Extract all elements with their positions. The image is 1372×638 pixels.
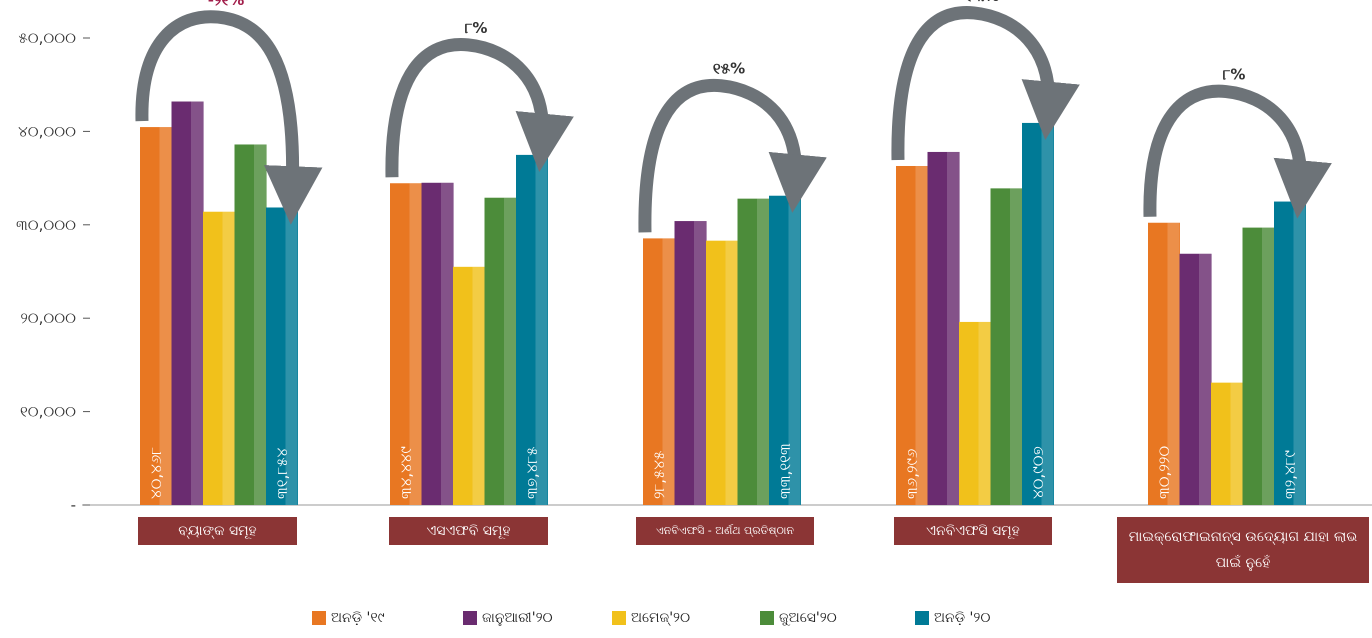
category-label: ଏନବିଏଫସି - ଅର୍ଣଥ ପ୍ରତିଷ୍ଠାନ	[636, 517, 814, 545]
bar	[769, 195, 801, 505]
bar	[896, 165, 928, 505]
data-label: ୪୦,୪୬୮	[147, 447, 165, 499]
y-tick-label: -	[71, 496, 76, 514]
bar	[927, 151, 960, 505]
bar	[266, 207, 298, 505]
bar-highlight	[725, 240, 738, 506]
legend-swatch	[760, 611, 774, 625]
bar	[390, 183, 422, 505]
y-tick-label: ୨୦,୦୦୦	[20, 309, 76, 327]
category-label: ବ୍ୟାଙ୍କ ସମୂହ	[138, 517, 297, 545]
y-tick-label: ୧୦,୦୦୦	[20, 403, 76, 421]
legend-swatch	[915, 611, 929, 625]
change-label: ୧୩%	[965, 0, 1000, 5]
data-label: ୩୨,୪୮୯	[1281, 450, 1299, 499]
bar	[1242, 227, 1275, 506]
change-label: ୧୫%	[713, 60, 745, 78]
change-label: ୮%	[465, 19, 488, 37]
legend-item: ଅମେଜ୍'୨୦	[612, 610, 690, 626]
bar-highlight	[159, 127, 172, 506]
bar-highlight	[757, 198, 769, 505]
category-label: ମାଇକ୍ରୋଫାଇନାନ୍ସ ଉଦ୍ୟୋଗ ଯାହା ଲାଭ ପାଇଁ ନୁହ…	[1117, 517, 1369, 583]
bar-highlight	[1199, 253, 1211, 505]
y-tick-label: ୪୦,୦୦୦	[18, 122, 76, 140]
bar-highlight	[978, 321, 991, 505]
bar	[1211, 382, 1243, 505]
change-label: -୨୧%	[208, 0, 245, 9]
change-label: ୮%	[1223, 66, 1246, 84]
data-label: ୩୬,୨୯୬	[903, 449, 921, 499]
legend-swatch	[463, 611, 477, 625]
legend-item: ଜାନୁଆରୀ'୨୦	[463, 610, 553, 626]
y-tick-label: ୩୦,୦୦୦	[16, 216, 76, 234]
data-label: ୩୧,୮୫୪	[273, 447, 291, 499]
bar-highlight	[1230, 382, 1243, 505]
change-arrow	[135, 10, 323, 225]
bar	[643, 238, 675, 505]
bar	[203, 211, 235, 505]
bar	[1179, 253, 1212, 505]
legend: ଅନଡ଼ି '୧୯ ଜାନୁଆରୀ'୨୦ ଅମେଜ୍'୨୦ ଜୁଅସେ'୨୦ ଅନଡ଼ି…	[0, 610, 1372, 634]
bar	[959, 321, 991, 505]
bar-highlight	[947, 151, 959, 505]
bar-highlight	[409, 183, 422, 505]
change-arrow	[638, 78, 827, 233]
bar-highlight	[472, 266, 485, 505]
bar	[171, 101, 204, 506]
bar	[516, 154, 548, 505]
legend-swatch	[312, 611, 326, 625]
data-label: ୩୪,୪୪୯	[397, 446, 415, 499]
bar-highlight	[1262, 227, 1274, 506]
legend-label: ଅନଡ଼ି '୧୯	[331, 610, 385, 626]
bar-highlight	[535, 154, 548, 505]
legend-swatch	[612, 611, 626, 625]
bar-highlight	[254, 144, 266, 505]
data-label: ୩୦,୨୨୦	[1155, 446, 1173, 499]
bar	[234, 144, 267, 505]
bar	[1022, 122, 1054, 505]
bar-highlight	[788, 195, 801, 505]
bar-highlight	[1293, 201, 1306, 505]
data-label: ୪୦,୯୦୭	[1029, 446, 1047, 499]
bar-highlight	[1041, 122, 1054, 505]
data-label: ୩୭,୪୮୫	[523, 446, 541, 499]
bar	[453, 266, 485, 505]
bar	[1148, 222, 1180, 506]
y-tick-label: ୫୦,୦୦୦	[18, 29, 76, 47]
data-label: ୩୩,୧୧୩	[776, 443, 794, 499]
bar-highlight	[191, 101, 203, 506]
legend-label: ଜୁଅସେ'୨୦	[779, 610, 837, 626]
bar	[140, 127, 172, 506]
change-arrow	[385, 38, 574, 178]
legend-item: ଅନଡ଼ି '୧୯	[312, 610, 385, 626]
bar-highlight	[915, 165, 928, 505]
legend-label: ଜାନୁଆରୀ'୨୦	[482, 610, 553, 626]
bar	[674, 221, 707, 505]
bar	[1274, 201, 1306, 505]
bar-highlight	[1010, 188, 1022, 505]
bar-highlight	[222, 211, 235, 505]
legend-item: ଜୁଅସେ'୨୦	[760, 610, 837, 626]
category-label: ଏସଏଫବି ସମୂହ	[389, 517, 548, 545]
bar-highlight	[694, 221, 706, 505]
bar	[990, 188, 1023, 505]
bar	[737, 198, 770, 505]
bar	[706, 240, 738, 506]
bar-highlight	[285, 207, 298, 505]
legend-item: ଅନଡ଼ି '୨୦	[915, 610, 990, 626]
category-label: ଏନବିଏଫସି ସମୂହ	[894, 517, 1052, 545]
bar-highlight	[662, 238, 675, 505]
bar	[421, 182, 454, 505]
bar-chart: - ୧୦,୦୦୦ ୨୦,୦୦୦ ୩୦,୦୦୦ ୪୦,୦୦୦ ୫୦,୦୦୦ ୪୦,୪୬୮ ୩୧…	[16, 0, 1372, 514]
bar	[484, 197, 517, 506]
legend-label: ଅମେଜ୍'୨୦	[631, 610, 691, 626]
bar-highlight	[441, 182, 453, 505]
data-label: ୨୮,୫୪୫	[650, 451, 668, 499]
change-arrow	[1143, 84, 1332, 219]
bar-highlight	[504, 197, 516, 506]
legend-label: ଅନଡ଼ି '୨୦	[934, 610, 991, 626]
change-arrow	[891, 6, 1080, 161]
bar-highlight	[1167, 222, 1180, 506]
